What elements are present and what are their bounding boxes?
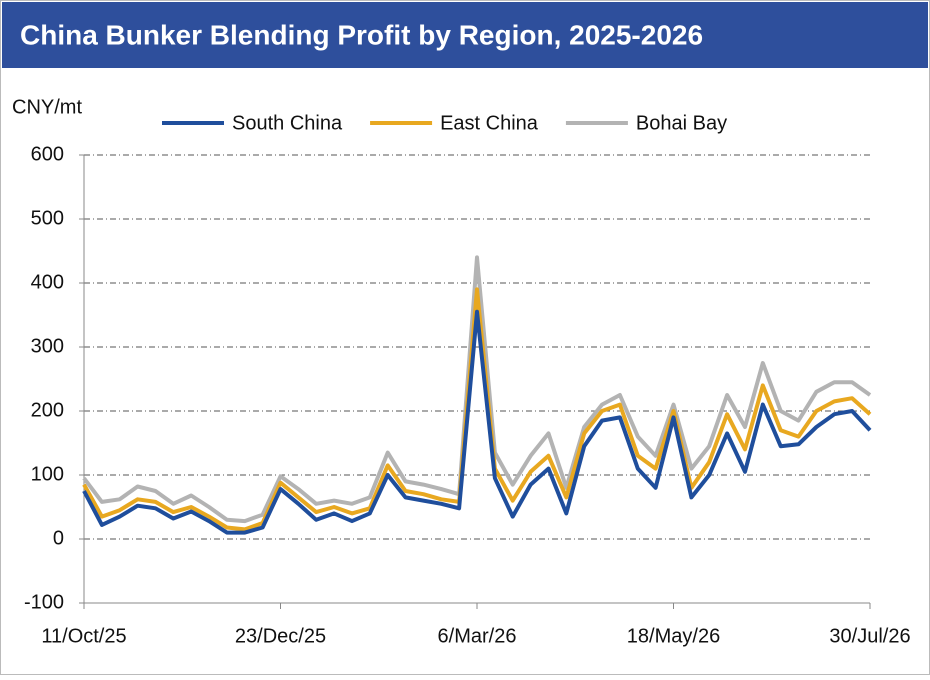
y-tick-label: 400: [31, 271, 64, 293]
legend-label: South China: [232, 112, 343, 134]
series-line: [82, 287, 872, 532]
title-bar: [2, 2, 928, 68]
y-tick-label: 100: [31, 463, 64, 485]
x-tick-label: 30/Jul/26: [829, 625, 910, 647]
chart-title: China Bunker Blending Profit by Region, …: [20, 19, 703, 50]
x-tick-label: 18/May/26: [627, 625, 720, 647]
y-axis-label: CNY/mt: [12, 96, 82, 118]
series-line: [82, 255, 872, 524]
y-tick-label: 0: [53, 527, 64, 549]
legend-label: East China: [440, 112, 539, 134]
y-tick-label: -100: [24, 591, 64, 613]
legend: South China East China Bohai Bay: [162, 112, 727, 134]
y-tick-label: 300: [31, 335, 64, 357]
x-tick-label: 11/Oct/25: [41, 625, 126, 647]
y-tick-label: 500: [31, 207, 64, 229]
y-tick-label: 600: [31, 143, 64, 165]
x-tick-label: 23/Dec/25: [235, 625, 326, 647]
y-tick-label: 200: [31, 399, 64, 421]
x-tick-label: 6/Mar/26: [438, 625, 517, 647]
series-line: [82, 309, 872, 535]
legend-label: Bohai Bay: [636, 112, 727, 134]
